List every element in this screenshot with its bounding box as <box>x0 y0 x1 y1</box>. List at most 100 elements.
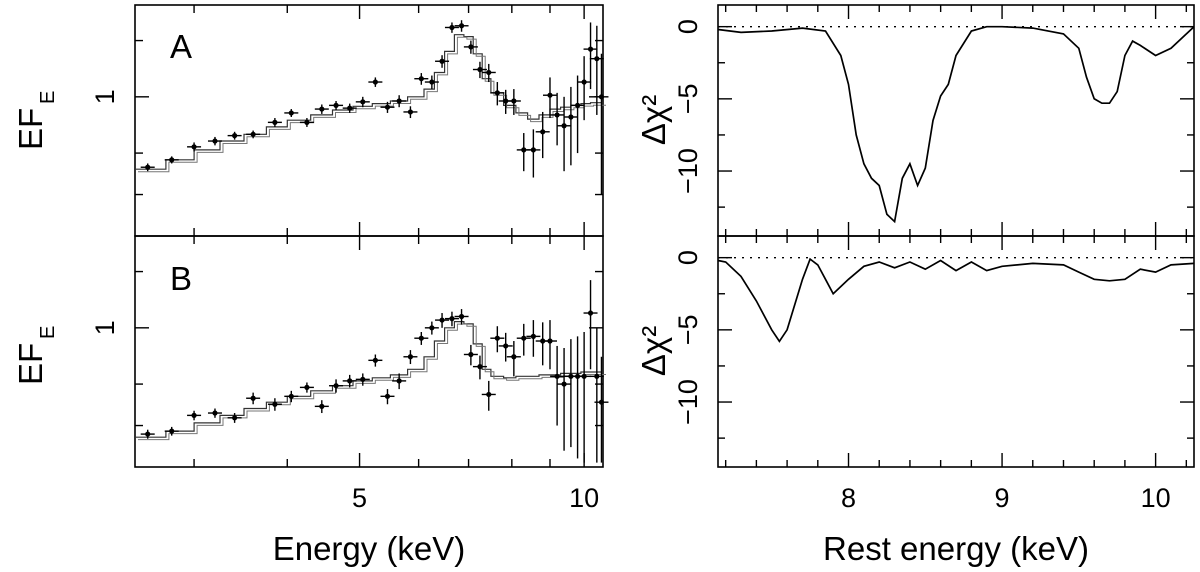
plot-frame-a-chi <box>717 4 1195 237</box>
data-point <box>145 431 151 437</box>
xticks-b: 5 10 <box>352 483 599 513</box>
ytick-label: 1 <box>90 89 120 104</box>
data-point <box>561 123 567 129</box>
data-point <box>396 98 402 104</box>
data-point <box>232 133 238 139</box>
data-point <box>458 313 465 320</box>
data-point <box>458 23 465 29</box>
spectrum-panel-b: B 1 5 10 EF E Energy (keV) <box>12 235 609 567</box>
xlabel-left: Energy (keV) <box>273 530 466 567</box>
data-point <box>347 105 353 111</box>
data-point <box>503 98 509 104</box>
ticks-b-chi: 0 −5 −10 <box>673 236 1194 467</box>
data-point <box>304 384 310 390</box>
plot-frame-b-chi <box>717 235 1195 468</box>
data-point <box>407 354 414 360</box>
data-point <box>554 112 560 118</box>
panel-label-a: A <box>170 28 192 65</box>
data-point <box>503 343 509 349</box>
ticks-b: 1 <box>90 236 603 467</box>
data-point <box>449 24 455 31</box>
xtick-label: 10 <box>569 483 599 513</box>
data-point <box>250 131 256 137</box>
data-point <box>396 378 402 384</box>
delta-chi-panel-b: 0 −5 −10 8 9 10 Δχ² Rest energy (keV) <box>635 235 1195 567</box>
xtick-label: 10 <box>1141 483 1171 513</box>
ylabel-b-main: EF <box>12 343 49 385</box>
data-point <box>477 66 483 73</box>
ticks-a: 1 <box>90 5 603 236</box>
model-step-line-secondary <box>138 36 606 173</box>
ylabel-a: EF E <box>12 91 59 150</box>
data-point <box>439 58 445 64</box>
data-point <box>587 46 594 52</box>
data-point <box>288 110 294 116</box>
data-point <box>494 90 500 96</box>
data-point <box>288 393 294 399</box>
data-point <box>250 395 256 401</box>
data-point <box>587 310 594 316</box>
data-point <box>574 102 581 108</box>
ytick-label: −5 <box>673 314 703 345</box>
data-point <box>212 410 218 416</box>
delta-chi-curve-b <box>717 257 1195 343</box>
data-point <box>429 79 435 85</box>
data-point <box>439 317 445 323</box>
data-point <box>169 157 175 163</box>
data-point <box>319 106 325 112</box>
panel-label-b: B <box>170 260 192 297</box>
data-point <box>232 415 238 421</box>
ytick-label: −5 <box>673 83 703 114</box>
data-point <box>418 335 424 341</box>
data-point <box>169 428 175 434</box>
data-point <box>304 119 310 125</box>
data-point <box>511 98 517 104</box>
points-a <box>140 20 609 195</box>
model-step-line <box>135 321 603 438</box>
data-point <box>581 373 587 379</box>
ylabel-a-main: EF <box>12 108 49 150</box>
data-point <box>598 399 605 405</box>
xlabel-right: Rest energy (keV) <box>823 530 1089 567</box>
data-point <box>372 79 378 85</box>
data-point <box>384 104 391 110</box>
data-point <box>429 325 435 331</box>
xtick-label: 5 <box>352 483 367 513</box>
ylabel-b: EF E <box>12 326 59 385</box>
data-point <box>561 381 567 387</box>
data-point <box>449 316 455 322</box>
data-point <box>333 383 339 389</box>
ytick-label: −10 <box>673 379 703 425</box>
data-point <box>212 138 218 144</box>
data-point <box>407 109 414 115</box>
data-point <box>540 129 546 135</box>
data-point <box>477 364 483 370</box>
data-point <box>347 378 353 384</box>
data-point <box>581 79 587 85</box>
data-point <box>547 338 553 344</box>
data-point <box>530 147 536 153</box>
data-point <box>598 94 605 100</box>
data-point <box>486 391 492 398</box>
data-point <box>191 144 197 150</box>
data-point <box>540 338 546 344</box>
data-point <box>191 412 197 418</box>
data-point <box>333 102 339 108</box>
data-point <box>145 164 151 170</box>
data-point <box>418 76 424 82</box>
data-point <box>384 393 391 399</box>
data-point <box>594 373 600 379</box>
data-point <box>547 92 553 98</box>
ytick-label: −10 <box>673 148 703 194</box>
model-b <box>135 321 606 441</box>
ylabel-a-sub: E <box>37 91 59 104</box>
data-point <box>521 147 527 153</box>
ytick-label: 0 <box>673 19 703 34</box>
data-point <box>468 44 474 50</box>
data-point <box>372 357 378 363</box>
data-point <box>468 351 474 358</box>
data-point <box>530 333 536 339</box>
delta-chi-panel-a: 0 −5 −10 Δχ² <box>635 4 1195 237</box>
xtick-label: 8 <box>841 483 856 513</box>
